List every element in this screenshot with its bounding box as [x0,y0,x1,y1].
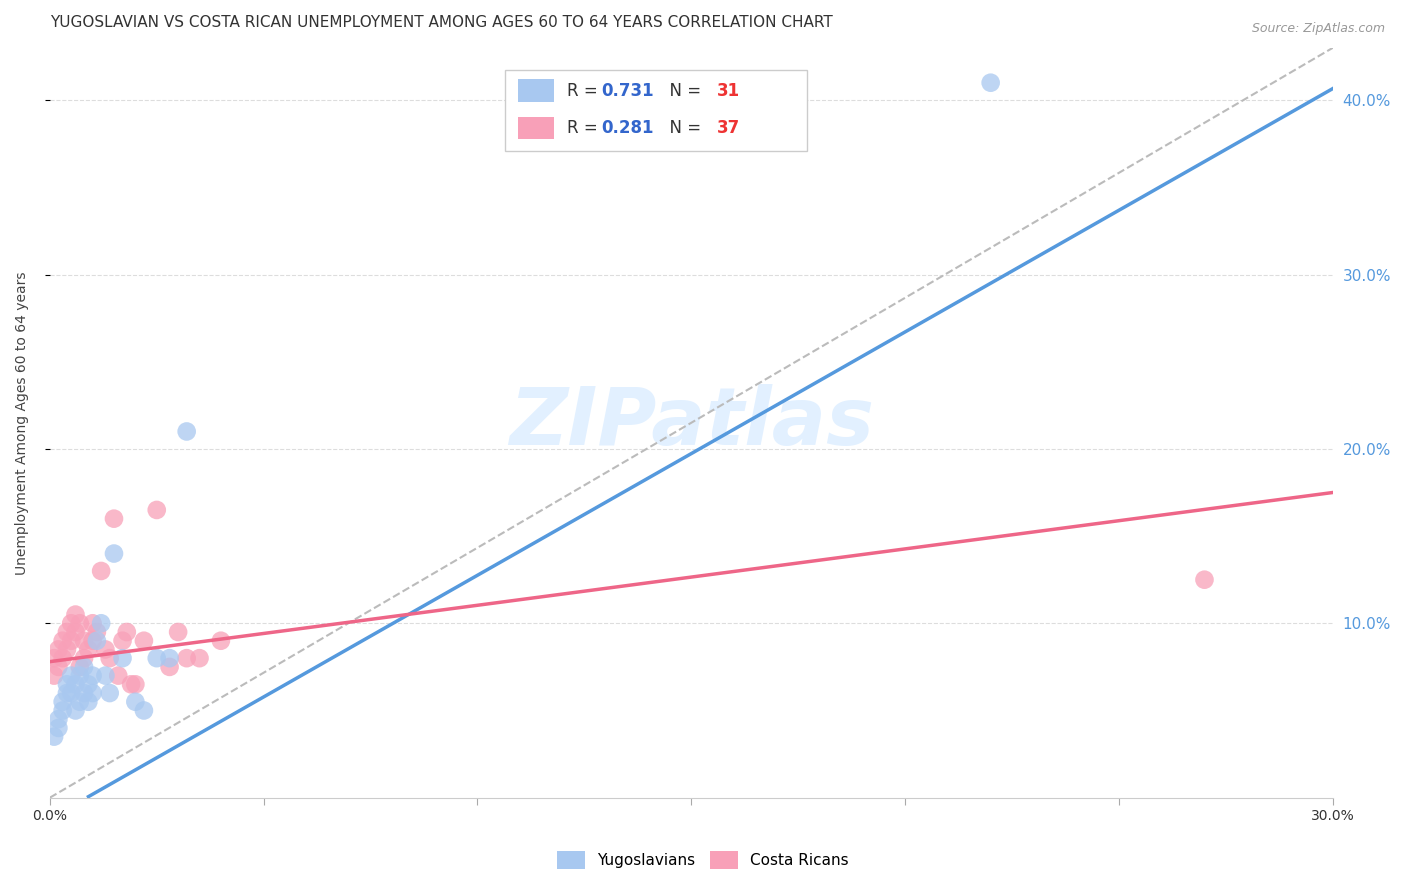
FancyBboxPatch shape [505,70,807,152]
Point [48,712,70,726]
Point [176,425,198,439]
Text: Source: ZipAtlas.com: Source: ZipAtlas.com [1251,22,1385,36]
Point [60,616,83,631]
Text: 0.731: 0.731 [602,81,654,100]
Point [52,704,75,718]
Point [77,677,100,691]
Point [56,642,79,657]
Bar [517,117,554,139]
Point [132,704,155,718]
Y-axis label: Unemployment Among Ages 60 to 64 years: Unemployment Among Ages 60 to 64 years [15,271,30,574]
Point [60,668,83,682]
Point [94,668,117,682]
Point [77,642,100,657]
Point [188,651,211,665]
Point [69,668,91,682]
Point [103,547,125,561]
Point [56,677,79,691]
Point [65,607,87,622]
Point [42,730,65,744]
Point [980,76,1002,90]
Point [48,642,70,657]
Point [77,695,100,709]
Point [209,633,232,648]
Text: R =: R = [567,119,603,137]
Point [1194,573,1216,587]
Point [145,651,167,665]
Point [86,625,108,640]
Point [159,660,181,674]
Point [56,625,79,640]
Text: N =: N = [659,119,707,137]
Point [82,668,104,682]
Point [98,686,121,700]
Point [48,721,70,735]
Point [52,695,75,709]
Point [86,633,108,648]
Point [56,686,79,700]
Point [73,651,96,665]
Point [176,651,198,665]
Point [145,503,167,517]
Text: 0.281: 0.281 [602,119,654,137]
Point [65,704,87,718]
Point [73,686,96,700]
Point [124,677,146,691]
Point [103,511,125,525]
Point [115,625,138,640]
Point [73,633,96,648]
Point [132,633,155,648]
Point [69,660,91,674]
Point [42,651,65,665]
Text: R =: R = [567,81,603,100]
Point [42,668,65,682]
Point [52,633,75,648]
Bar [517,79,554,102]
Legend: Yugoslavians, Costa Ricans: Yugoslavians, Costa Ricans [551,845,855,875]
Point [65,677,87,691]
Point [52,651,75,665]
Point [90,616,112,631]
Point [98,651,121,665]
Point [120,677,142,691]
Point [69,616,91,631]
Point [69,695,91,709]
Point [124,695,146,709]
Point [159,651,181,665]
Point [65,625,87,640]
Point [60,686,83,700]
Text: 37: 37 [717,119,740,137]
Text: ZIPatlas: ZIPatlas [509,384,873,462]
Point [82,633,104,648]
Point [111,651,134,665]
Point [82,616,104,631]
Text: YUGOSLAVIAN VS COSTA RICAN UNEMPLOYMENT AMONG AGES 60 TO 64 YEARS CORRELATION CH: YUGOSLAVIAN VS COSTA RICAN UNEMPLOYMENT … [49,15,832,30]
Point [90,564,112,578]
Point [73,660,96,674]
Text: 31: 31 [717,81,740,100]
Point [94,642,117,657]
Point [48,660,70,674]
Point [107,668,129,682]
Point [82,686,104,700]
Point [111,633,134,648]
Point [167,625,190,640]
Text: N =: N = [659,81,707,100]
Point [60,633,83,648]
